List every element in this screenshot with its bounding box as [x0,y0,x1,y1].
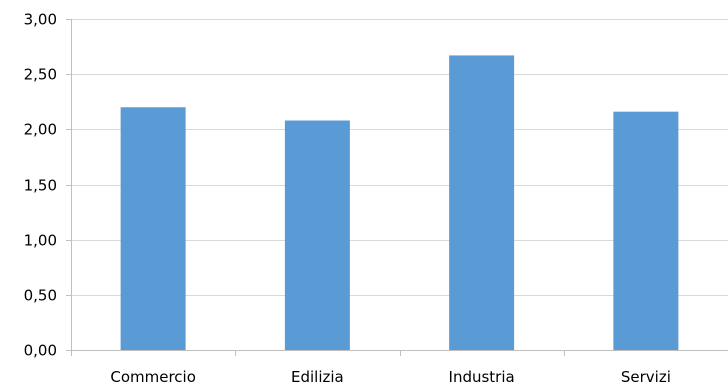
bar-servizi [613,111,679,351]
y-tick-label: 1,50 [24,177,57,195]
y-tick-labels: 0,00 0,50 1,00 1,50 2,00 2,50 3,00 [24,11,57,360]
bar-commercio [120,107,186,351]
bars [120,55,679,351]
x-category-labels: Commercio Edilizia Industria Servizi [110,368,671,384]
bar-industria [449,55,515,350]
x-category-label: Commercio [110,368,196,384]
y-tick-label: 3,00 [24,11,57,29]
y-tick-label: 1,00 [24,232,57,250]
y-tick-label: 0,00 [24,342,57,360]
x-category-label: Industria [449,368,515,384]
y-tick-label: 2,50 [24,66,57,84]
x-category-label: Servizi [621,368,671,384]
y-tick-label: 0,50 [24,287,57,305]
axes [66,19,728,356]
bar-edilizia [284,120,350,350]
y-tick-label: 2,00 [24,121,57,139]
x-category-label: Edilizia [291,368,344,384]
